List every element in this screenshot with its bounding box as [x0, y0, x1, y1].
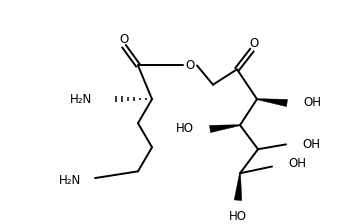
Polygon shape [234, 173, 242, 200]
Polygon shape [257, 99, 288, 107]
Text: O: O [185, 59, 194, 72]
Text: HO: HO [176, 123, 194, 136]
Text: H₂N: H₂N [59, 174, 81, 187]
Polygon shape [209, 125, 240, 133]
Text: O: O [249, 37, 259, 50]
Text: HO: HO [229, 210, 247, 223]
Text: OH: OH [302, 138, 320, 151]
Text: OH: OH [303, 97, 321, 110]
Text: OH: OH [288, 157, 306, 170]
Text: O: O [119, 33, 129, 46]
Text: H₂N: H₂N [70, 93, 92, 106]
